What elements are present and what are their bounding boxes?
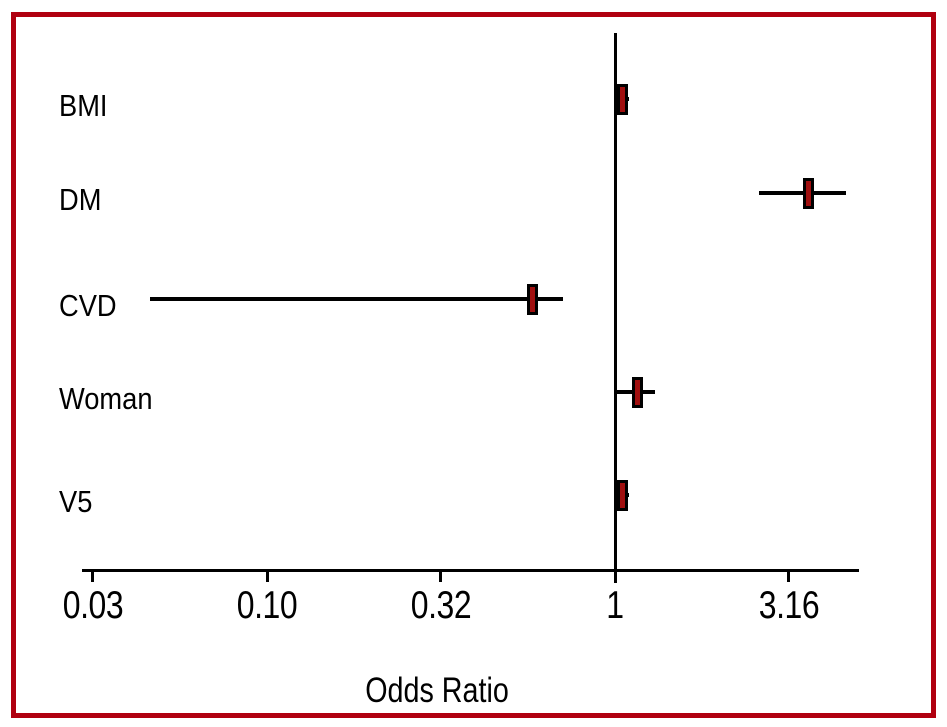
x-tick-label: 0.03 (62, 584, 124, 627)
category-label: V5 (59, 484, 93, 519)
odds-ratio-marker (616, 83, 628, 115)
confidence-interval-line (149, 297, 564, 301)
x-tick-label: 1 (606, 584, 624, 627)
category-label: BMI (59, 88, 108, 123)
category-label: DM (59, 182, 102, 217)
x-tick-label: 0.32 (410, 584, 472, 627)
odds-ratio-marker (631, 376, 643, 408)
x-axis-line (82, 569, 859, 572)
odds-ratio-marker (616, 479, 628, 511)
x-tick (787, 572, 791, 582)
category-label: Woman (59, 381, 153, 416)
x-tick (439, 572, 443, 582)
x-axis-title: Odds Ratio (365, 671, 509, 710)
figure-border (11, 12, 936, 718)
x-tick (265, 572, 269, 582)
odds-ratio-marker (527, 283, 539, 315)
x-tick-label: 0.10 (236, 584, 298, 627)
confidence-interval-line (759, 191, 846, 195)
odds-ratio-marker (803, 177, 815, 209)
x-tick (613, 572, 617, 582)
x-tick-label: 3.16 (758, 584, 820, 627)
reference-line-or-1 (613, 33, 617, 583)
x-tick (91, 572, 95, 582)
category-label: CVD (59, 288, 117, 323)
